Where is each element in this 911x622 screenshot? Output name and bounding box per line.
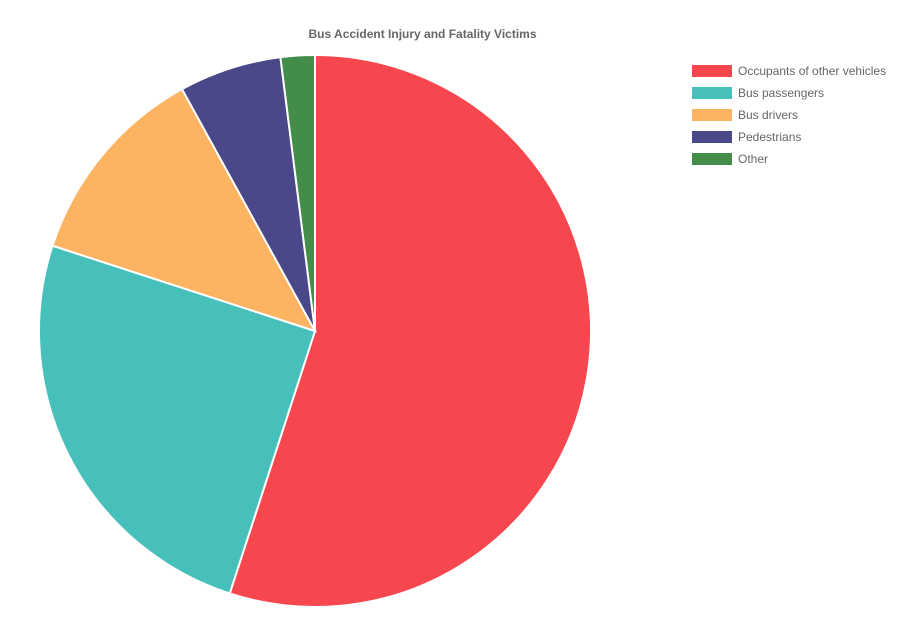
pie-slice-occupants-of-other-vehicles[interactable] (228, 53, 592, 608)
legend-item-occupants-of-other-vehicles[interactable]: Occupants of other vehicles (692, 60, 886, 82)
legend-item-other[interactable]: Other (692, 148, 886, 170)
legend-label: Other (738, 152, 769, 166)
legend-item-bus-passengers[interactable]: Bus passengers (692, 82, 886, 104)
legend-item-bus-drivers[interactable]: Bus drivers (692, 104, 886, 126)
chart-title: Bus Accident Injury and Fatality Victims (308, 27, 537, 41)
legend-swatch (692, 109, 732, 121)
legend-label: Pedestrians (738, 130, 802, 144)
legend-swatch (692, 131, 732, 143)
pie-slice-other[interactable] (279, 53, 316, 332)
pie-slice-bus-passengers[interactable] (38, 244, 317, 595)
legend-swatch (692, 153, 732, 165)
legend-item-pedestrians[interactable]: Pedestrians (692, 126, 886, 148)
pie-slice-bus-drivers[interactable] (51, 87, 318, 333)
legend-swatch (692, 65, 732, 77)
legend-swatch (692, 87, 732, 99)
legend-label: Bus passengers (738, 86, 825, 100)
legend-label: Bus drivers (738, 108, 799, 122)
legend-label: Occupants of other vehicles (738, 64, 887, 78)
legend: Occupants of other vehicles Bus passenger… (692, 60, 886, 170)
